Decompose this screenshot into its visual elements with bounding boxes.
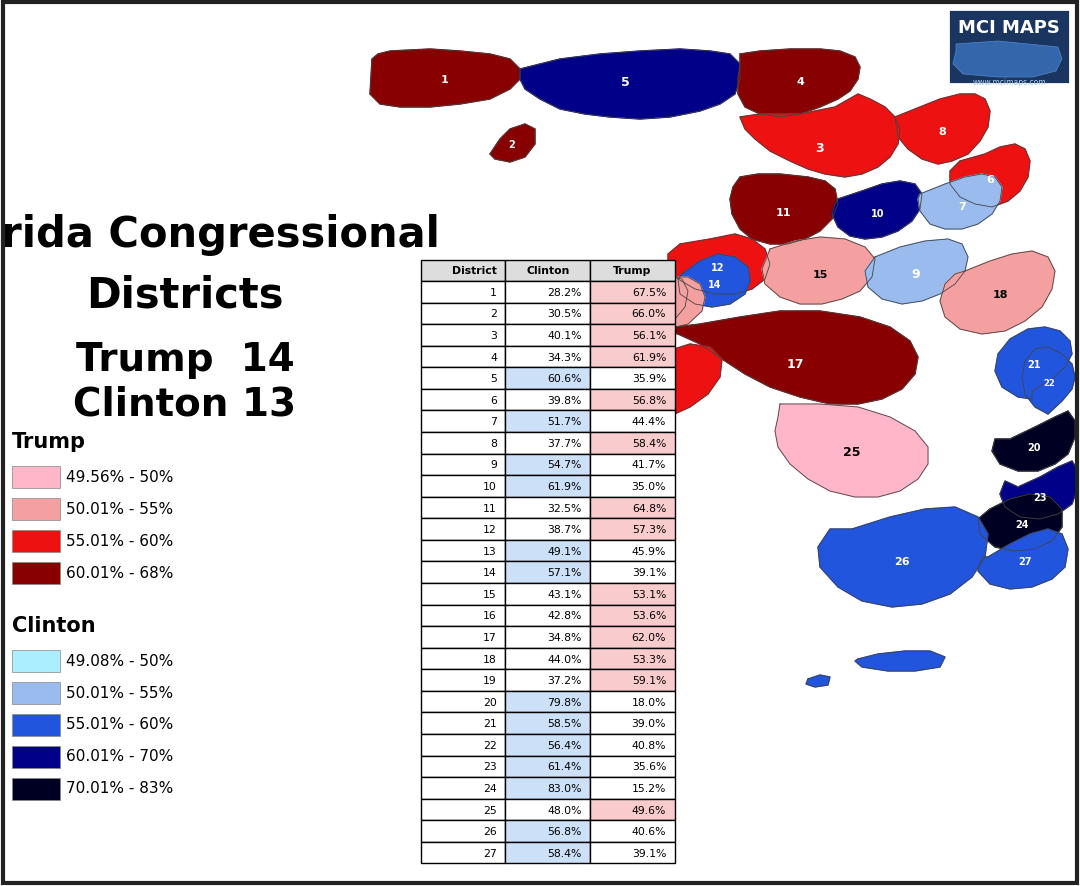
Bar	[12, 746, 60, 768]
Bar	[948, 10, 1070, 85]
Text: 25: 25	[843, 446, 861, 459]
Text: 12: 12	[712, 263, 725, 273]
Text: Clinton: Clinton	[12, 615, 96, 635]
Text: 70.01% - 83%: 70.01% - 83%	[66, 781, 173, 796]
Polygon shape	[519, 50, 740, 120]
Text: www.mcimaps.com: www.mcimaps.com	[972, 78, 1045, 87]
Polygon shape	[738, 50, 860, 118]
Text: 23: 23	[1034, 493, 1047, 502]
Text: 8: 8	[939, 127, 946, 136]
Text: 3: 3	[815, 142, 824, 154]
Polygon shape	[978, 494, 1062, 551]
Polygon shape	[995, 328, 1072, 400]
Text: 24: 24	[1015, 519, 1029, 530]
Polygon shape	[615, 345, 723, 420]
Polygon shape	[740, 95, 900, 178]
Text: 2: 2	[509, 140, 515, 150]
Text: 18: 18	[993, 290, 1008, 299]
Text: 13: 13	[653, 303, 665, 312]
Text: MCI MAPS: MCI MAPS	[958, 19, 1059, 37]
Text: 55.01% - 60%: 55.01% - 60%	[66, 532, 173, 548]
Text: 14: 14	[708, 280, 721, 290]
Polygon shape	[940, 252, 1055, 335]
Polygon shape	[669, 235, 770, 295]
Polygon shape	[895, 95, 990, 165]
Text: Trump: Trump	[12, 431, 86, 452]
Text: 49.08% - 50%: 49.08% - 50%	[66, 653, 173, 668]
Text: 7: 7	[958, 202, 966, 212]
Text: 5: 5	[621, 75, 630, 89]
Text: 22: 22	[1043, 378, 1055, 387]
Text: 50.01% - 55%: 50.01% - 55%	[66, 501, 173, 516]
Bar	[12, 682, 60, 704]
Polygon shape	[678, 254, 750, 307]
Polygon shape	[490, 125, 535, 163]
Bar	[12, 466, 60, 488]
Polygon shape	[832, 182, 922, 240]
Text: 1: 1	[441, 75, 449, 85]
Text: 19: 19	[661, 385, 675, 394]
Polygon shape	[627, 277, 688, 328]
Polygon shape	[818, 508, 988, 607]
Polygon shape	[978, 530, 1068, 589]
Bar	[12, 563, 60, 585]
Text: Clinton 13: Clinton 13	[73, 385, 297, 424]
Text: 27: 27	[1018, 556, 1031, 566]
Bar	[12, 714, 60, 736]
Text: 6: 6	[986, 175, 994, 185]
Text: 50.01% - 55%: 50.01% - 55%	[66, 685, 173, 700]
Polygon shape	[370, 50, 519, 108]
Text: 49.56% - 50%: 49.56% - 50%	[66, 469, 174, 484]
Polygon shape	[660, 312, 918, 405]
Text: Florida Congressional: Florida Congressional	[0, 214, 440, 256]
Polygon shape	[775, 405, 928, 497]
Polygon shape	[855, 651, 945, 672]
Text: Districts: Districts	[86, 274, 284, 315]
Text: 4: 4	[796, 77, 804, 87]
Polygon shape	[993, 411, 1075, 471]
Polygon shape	[865, 240, 968, 305]
Text: 20: 20	[1027, 442, 1041, 453]
Text: 26: 26	[894, 556, 909, 566]
Polygon shape	[953, 42, 1062, 78]
Text: Trump  14: Trump 14	[76, 340, 295, 378]
Polygon shape	[625, 277, 705, 330]
Text: 15: 15	[812, 269, 827, 280]
Text: 16: 16	[658, 303, 673, 313]
Polygon shape	[1000, 462, 1078, 519]
Polygon shape	[1022, 347, 1075, 415]
Text: 60.01% - 68%: 60.01% - 68%	[66, 565, 174, 579]
Polygon shape	[950, 144, 1030, 207]
Polygon shape	[918, 175, 1002, 229]
Text: 10: 10	[872, 209, 885, 219]
Bar	[12, 650, 60, 672]
Text: 9: 9	[912, 268, 920, 281]
Polygon shape	[806, 675, 831, 688]
Text: 55.01% - 60%: 55.01% - 60%	[66, 717, 173, 732]
Polygon shape	[730, 175, 838, 245]
Bar	[12, 531, 60, 552]
Text: 11: 11	[775, 207, 791, 218]
Bar	[12, 778, 60, 800]
Text: 17: 17	[786, 358, 804, 371]
Bar	[12, 499, 60, 520]
Polygon shape	[762, 237, 875, 305]
Text: 21: 21	[1027, 360, 1041, 369]
Text: 60.01% - 70%: 60.01% - 70%	[66, 749, 173, 764]
Text: ▬▬▬▬: ▬▬▬▬	[996, 57, 1023, 63]
